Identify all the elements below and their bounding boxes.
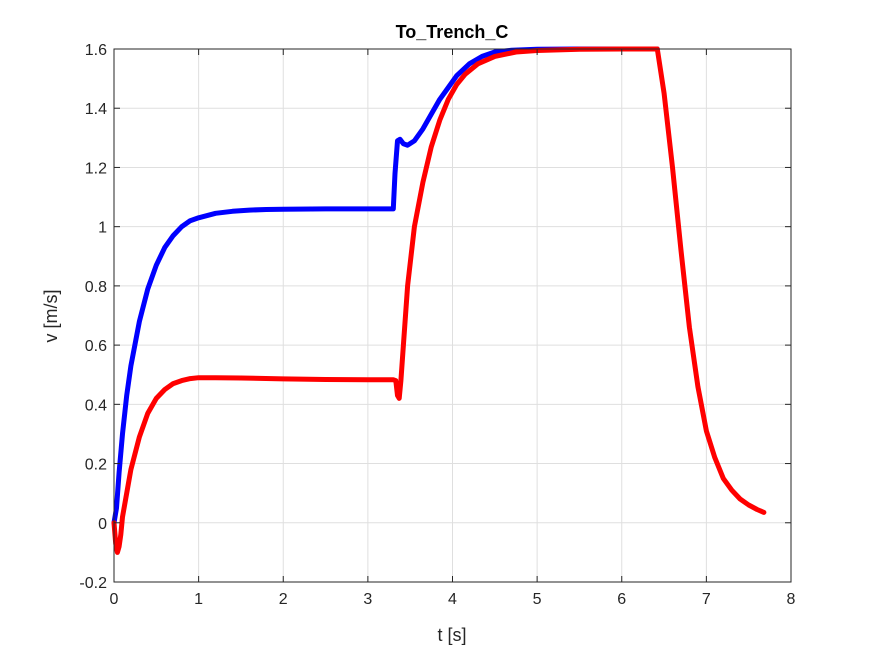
series-line-1 [111,46,660,526]
ticks: 0 1 2 3 4 5 6 7 8-0.200.20.40.60.811.21.41.6 [79,42,795,608]
y-tick-label: 1.4 [85,101,107,118]
x-tick-label: 5 [533,591,542,608]
y-tick-label: 1 [98,220,107,237]
series-line-2 [111,46,767,555]
x-tick-label: 1 [194,591,203,608]
y-tick-label: 0.2 [85,457,107,474]
x-tick-label: 6 [617,591,626,608]
y-tick-label: -0.2 [79,575,107,592]
y-tick-label: 0.4 [85,397,107,414]
y-tick-label: 0.8 [85,279,107,296]
y-tick-label: 1.2 [85,160,107,177]
x-tick-label: 4 [448,591,457,608]
x-tick-label: 8 [787,591,796,608]
x-tick-label: 7 [702,591,711,608]
chart-title: To_Trench_C [396,22,509,42]
y-tick-label: 0 [98,516,107,533]
x-tick-label: 3 [363,591,372,608]
series-layer [111,46,767,555]
x-axis-label: t [s] [437,625,466,645]
x-tick-label: 0 [110,591,119,608]
y-axis-label: v [m/s] [41,290,61,343]
x-tick-label: 2 [279,591,288,608]
y-tick-label: 0.6 [85,338,107,355]
y-tick-label: 1.6 [85,42,107,59]
